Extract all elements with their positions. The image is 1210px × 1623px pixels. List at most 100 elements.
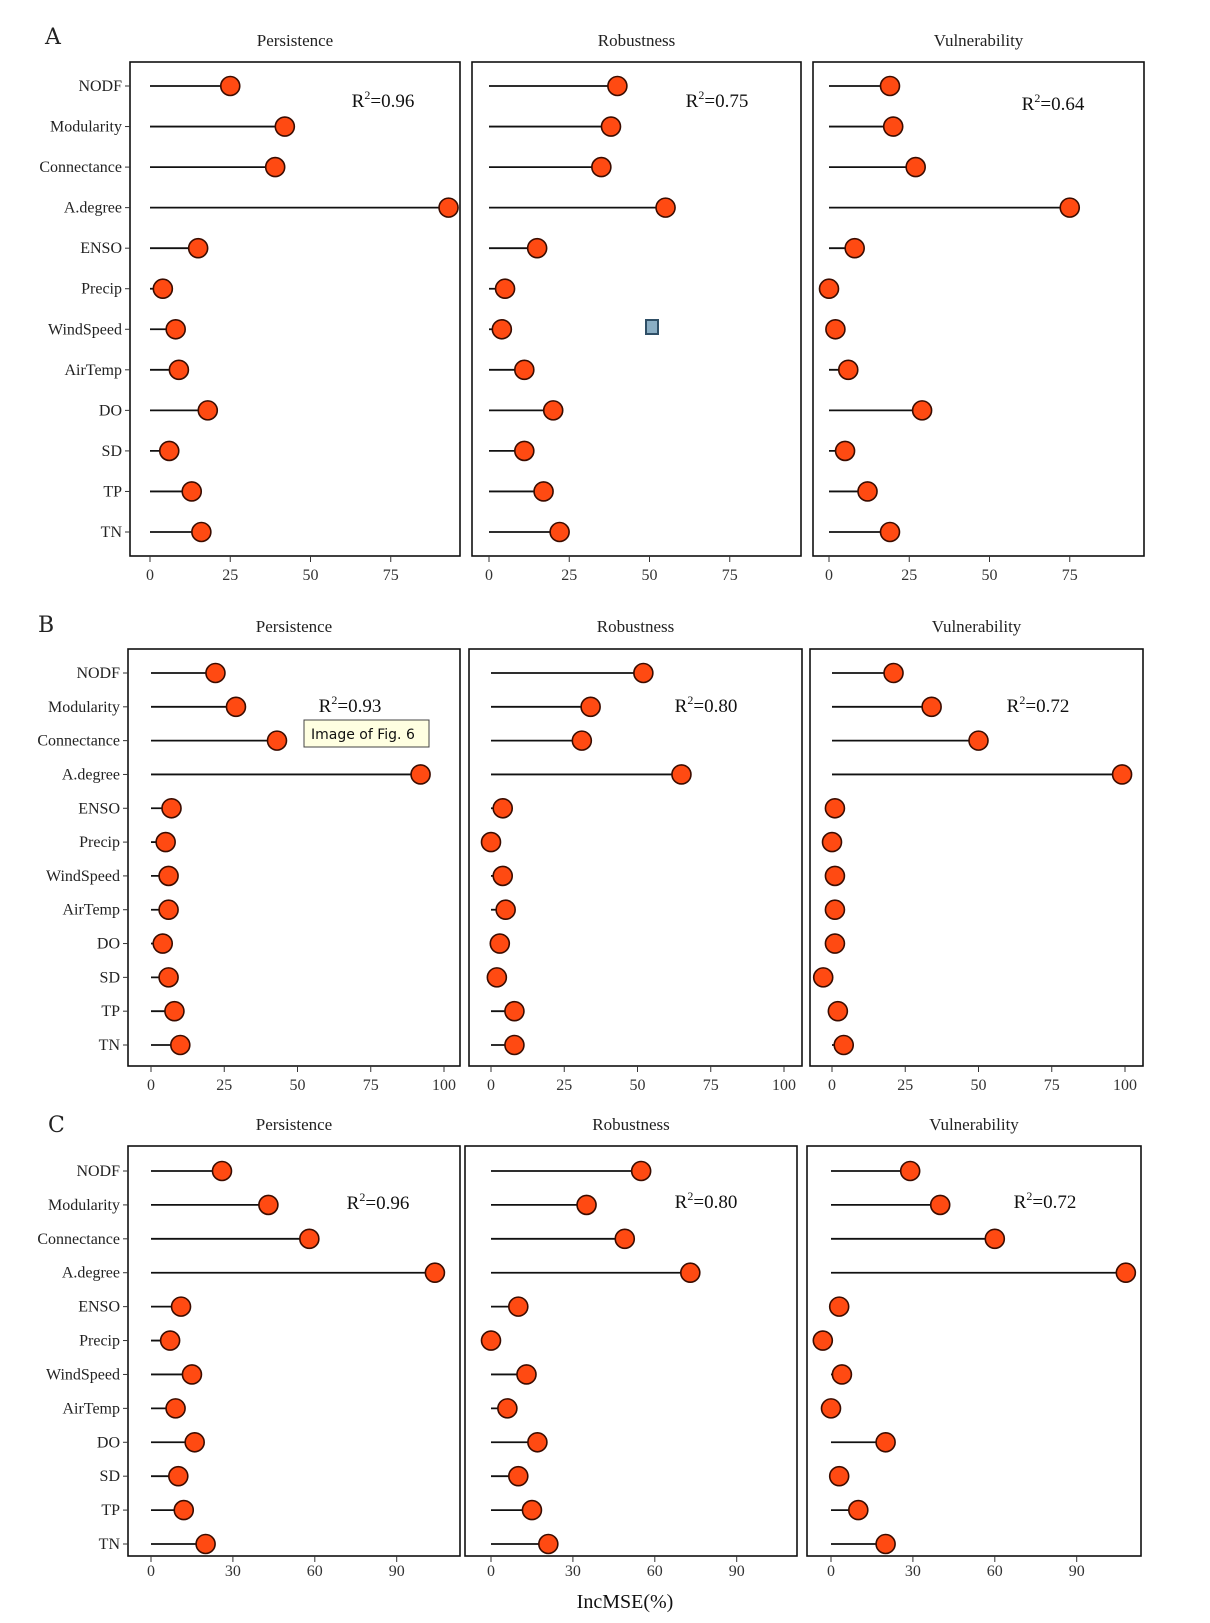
lollipop-point bbox=[824, 933, 846, 954]
y-tick-label: NODF bbox=[76, 665, 120, 682]
facet-persistence: Persistence 0 25 50 75 100 R2=0.93 bbox=[123, 617, 461, 1094]
facet-frame bbox=[806, 1145, 1142, 1557]
lollipop-point bbox=[514, 440, 535, 462]
facet-robustness: Robustness 0 25 50 75 R2=0.75 bbox=[471, 31, 802, 584]
lollipop-point bbox=[882, 116, 904, 137]
x-tick-label: 25 bbox=[901, 567, 917, 584]
lollipop-point bbox=[844, 237, 865, 259]
lollipop-point bbox=[158, 967, 179, 988]
y-tick-label: Modularity bbox=[48, 699, 120, 716]
x-tick-label: 90 bbox=[729, 1563, 745, 1580]
lollipop-point bbox=[155, 831, 176, 853]
x-tick-label: 75 bbox=[722, 567, 738, 584]
lollipop-point bbox=[191, 521, 212, 543]
lollipop-point bbox=[968, 730, 989, 751]
lollipop-point bbox=[486, 967, 508, 988]
lollipop-point bbox=[152, 933, 174, 954]
lollipop-point bbox=[828, 1296, 850, 1317]
y-tick-label: Connectance bbox=[37, 1231, 120, 1248]
panel-C: C NODF Modularity Connectance A.degree ENSO Pr… bbox=[37, 1113, 1142, 1580]
lollipop-point bbox=[1059, 197, 1081, 218]
lollipop-point bbox=[424, 1262, 446, 1284]
y-tick-label: Connectance bbox=[37, 733, 120, 750]
lollipop-point bbox=[492, 865, 514, 887]
y-tick-label: DO bbox=[99, 402, 122, 419]
lollipop-point bbox=[152, 278, 174, 300]
facet-frame bbox=[812, 61, 1145, 557]
lollipop-point bbox=[834, 440, 856, 462]
y-tick-label: TN bbox=[99, 1536, 121, 1553]
x-tick-label: 0 bbox=[487, 1077, 495, 1094]
x-axis-title: IncMSE(%) bbox=[577, 1591, 674, 1613]
facet-frame bbox=[127, 1145, 461, 1557]
lollipop-point bbox=[542, 400, 564, 421]
panel-B: B NODF Modularity Connectance A.degree ENSO Pr… bbox=[37, 613, 1144, 1094]
y-tick-label: ENSO bbox=[78, 1299, 120, 1316]
lollipop-point bbox=[159, 1330, 181, 1351]
lollipop-point bbox=[264, 156, 286, 178]
y-tick-label: TP bbox=[101, 1003, 120, 1020]
lollipop-point bbox=[173, 1499, 195, 1521]
lollipop-point bbox=[824, 899, 846, 921]
x-tick-label: 0 bbox=[147, 1077, 155, 1094]
selection-handle[interactable] bbox=[645, 319, 659, 335]
facet-title: Persistence bbox=[256, 617, 332, 636]
x-tick-label: 50 bbox=[982, 567, 998, 584]
lollipop-point bbox=[266, 730, 288, 751]
y-tick-label: TN bbox=[101, 524, 123, 541]
lollipop-point bbox=[538, 1533, 559, 1555]
lollipop-point bbox=[165, 318, 186, 340]
lollipop-point bbox=[187, 237, 209, 259]
y-tick-label: A.degree bbox=[62, 1265, 120, 1282]
lollipop-point bbox=[211, 1160, 233, 1182]
lollipop-point bbox=[504, 1034, 525, 1056]
lollipop-point bbox=[875, 1431, 896, 1453]
x-tick-label: 0 bbox=[487, 1563, 495, 1580]
facet-vulnerability: Vulnerability 0 30 60 90 R2=0.72 bbox=[806, 1115, 1142, 1580]
x-tick-label: 50 bbox=[630, 1077, 646, 1094]
y-tick-label: ENSO bbox=[80, 240, 122, 257]
lollipop-point bbox=[181, 481, 203, 502]
lollipop-point bbox=[571, 730, 593, 751]
lollipop-point bbox=[899, 1160, 921, 1182]
lollipop-point bbox=[507, 1296, 529, 1317]
y-tick-label: WindSpeed bbox=[46, 1366, 120, 1383]
facet-persistence: Persistence 0 30 60 90 R2=0.96 bbox=[123, 1115, 461, 1580]
facet-frame bbox=[471, 61, 802, 557]
y-tick-label: AirTemp bbox=[64, 362, 122, 379]
facet-title: Persistence bbox=[257, 31, 333, 50]
lollipop-point bbox=[480, 831, 502, 853]
lollipop-point bbox=[168, 1465, 189, 1487]
lollipop-point bbox=[847, 1499, 869, 1521]
lollipop-point bbox=[161, 797, 182, 819]
r2-annotation: R2=0.72 bbox=[1007, 693, 1070, 717]
x-tick-label: 0 bbox=[146, 567, 154, 584]
lollipop-point bbox=[833, 1034, 855, 1056]
y-tick-label: A.degree bbox=[62, 766, 120, 783]
x-tick-label: 25 bbox=[561, 567, 577, 584]
lollipop-point bbox=[655, 197, 676, 218]
x-tick-label: 25 bbox=[897, 1077, 913, 1094]
facet-robustness: Robustness 0 25 50 75 100 R2=0.80 bbox=[468, 617, 803, 1094]
facet-frame bbox=[809, 648, 1144, 1067]
y-tick-label: WindSpeed bbox=[46, 868, 120, 885]
lollipop-point bbox=[258, 1194, 279, 1216]
lollipop-point bbox=[489, 933, 511, 954]
y-tick-label: AirTemp bbox=[62, 1400, 120, 1417]
lollipop-point bbox=[837, 359, 859, 381]
lollipop-point bbox=[883, 662, 904, 684]
lollipop-point bbox=[824, 797, 846, 819]
lollipop-point bbox=[1111, 764, 1133, 785]
x-tick-label: 30 bbox=[565, 1563, 581, 1580]
y-tick-label: DO bbox=[97, 1434, 120, 1451]
lollipop-point bbox=[165, 1398, 186, 1419]
facet-title: Robustness bbox=[592, 1115, 669, 1134]
lollipop-point bbox=[879, 75, 901, 97]
r2-annotation: R2=0.93 bbox=[319, 693, 382, 717]
panel-letter: A bbox=[44, 25, 62, 50]
lollipop-point bbox=[158, 865, 179, 887]
lollipop-point bbox=[197, 400, 219, 421]
lollipop-point bbox=[827, 1000, 849, 1022]
lollipop-point bbox=[480, 1330, 502, 1351]
